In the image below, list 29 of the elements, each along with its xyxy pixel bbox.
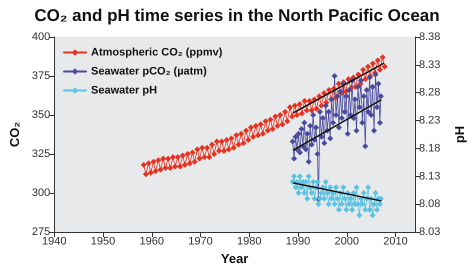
- x-axis-title: Year: [220, 251, 248, 266]
- chart-title: CO₂ and pH time series in the North Pacific Ocean: [34, 6, 440, 25]
- legend-label: Atmospheric CO₂ (ppmv): [91, 46, 223, 58]
- x-tick-label: 1950: [90, 236, 116, 248]
- y2-axis-title: pH: [452, 126, 467, 144]
- y-tick-label: 350: [32, 109, 50, 121]
- x-tick-label: 1980: [237, 236, 262, 248]
- x-tick-label: 1970: [188, 236, 213, 248]
- y-tick-label: 300: [32, 187, 50, 199]
- x-tick-label: 1990: [286, 236, 310, 248]
- y-tick-label: 400: [32, 31, 50, 43]
- y-tick-label: 375: [32, 70, 50, 82]
- x-tick-label: 1960: [140, 236, 164, 248]
- y2-tick-label: 8.13: [419, 170, 440, 182]
- y-axis-title: CO₂: [7, 122, 22, 148]
- y2-tick-label: 8.03: [419, 226, 440, 238]
- y2-tick-label: 8.18: [419, 142, 440, 154]
- legend-label: Seawater pCO₂ (µatm): [91, 66, 208, 78]
- y2-tick-label: 8.28: [419, 86, 440, 99]
- y2-tick-label: 8.38: [419, 31, 440, 43]
- x-tick-label: 2010: [383, 236, 408, 248]
- x-tick-label: 2000: [334, 236, 359, 248]
- y-tick-label: 275: [32, 226, 50, 238]
- y2-tick-label: 8.33: [419, 58, 440, 71]
- x-tick-label: 1940: [42, 236, 66, 248]
- y-tick-label: 325: [32, 148, 50, 160]
- legend-label: Seawater pH: [91, 84, 158, 96]
- y2-tick-label: 8.08: [419, 198, 440, 210]
- y2-tick-label: 8.23: [419, 114, 440, 127]
